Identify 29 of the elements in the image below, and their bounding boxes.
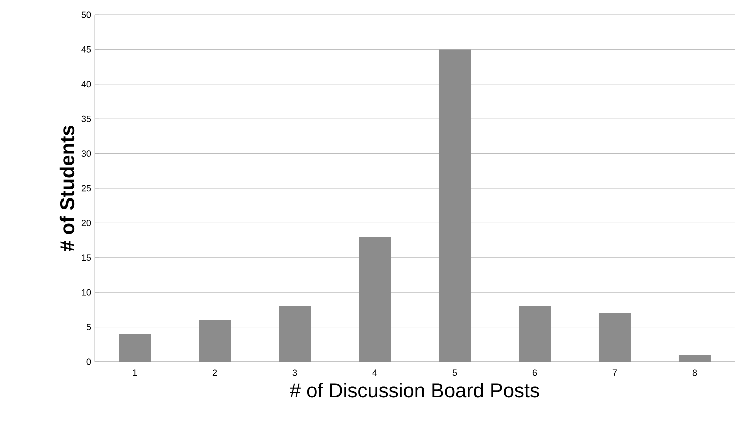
y-tick-label: 15 <box>82 254 92 262</box>
x-tick-label: 1 <box>133 370 138 376</box>
bar <box>279 306 312 362</box>
y-tick-label: 50 <box>82 12 92 18</box>
y-tick-label: 0 <box>86 358 92 366</box>
x-tick-label: 6 <box>532 370 538 376</box>
y-tick-label: 20 <box>82 220 92 226</box>
x-tick-label: 3 <box>292 370 298 376</box>
bar <box>199 320 232 362</box>
y-tick-label: 30 <box>82 150 92 157</box>
bar <box>119 334 152 362</box>
y-tick-label: 10 <box>82 289 92 296</box>
x-tick-label: 8 <box>692 370 698 376</box>
bar <box>518 306 551 362</box>
bar <box>359 237 391 362</box>
x-tick-label: 2 <box>212 370 218 376</box>
bar <box>438 50 471 362</box>
y-tick-label: 40 <box>82 81 92 88</box>
y-tick-label: 5 <box>86 324 92 330</box>
bar <box>598 313 631 362</box>
y-tick-label: 25 <box>82 185 92 192</box>
y-tick-label: 35 <box>82 116 92 122</box>
x-tick-label: 5 <box>452 370 458 376</box>
bar <box>678 355 711 362</box>
y-axis-title: # of Students <box>60 126 75 252</box>
y-tick-label: 45 <box>82 46 92 53</box>
x-axis-title: # of Discussion Board Posts <box>290 383 540 398</box>
x-tick-label: 7 <box>612 370 618 376</box>
x-tick-label: 4 <box>372 370 378 376</box>
